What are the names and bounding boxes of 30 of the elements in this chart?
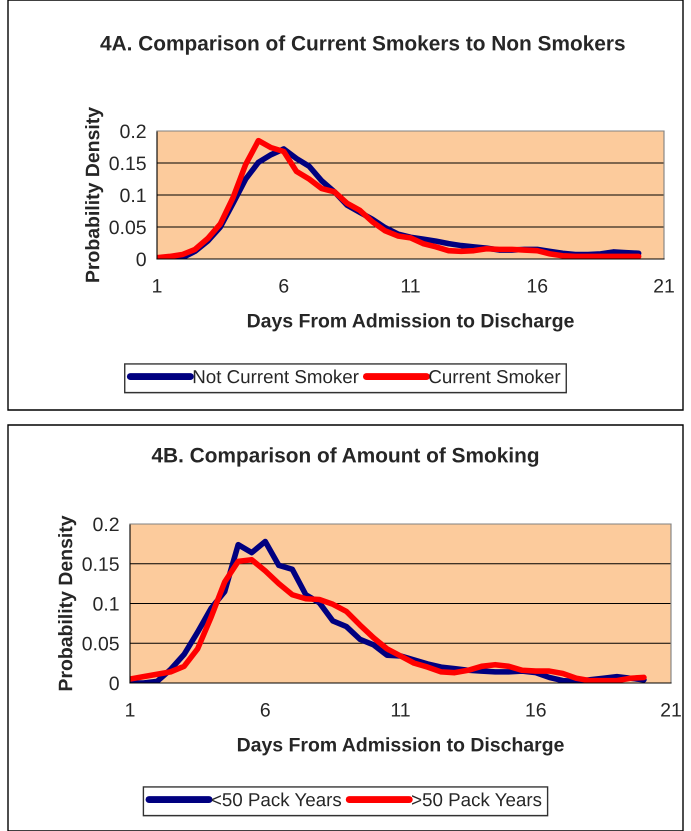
- legend-label: Current Smoker: [429, 370, 560, 384]
- x-tick-label: 11: [402, 279, 420, 293]
- x-tick-label: 21: [661, 702, 681, 717]
- x-tick-label: 11: [392, 703, 410, 717]
- x-tick-label: 16: [526, 702, 546, 717]
- y-tick-label: 0.15: [110, 156, 146, 170]
- legend-label: <50 Pack Years: [212, 792, 342, 806]
- y-tick-label: 0: [136, 252, 146, 266]
- legend-label: >50 Pack Years: [412, 792, 542, 806]
- chart-title: 4A. Comparison of Current Smokers to Non Smokers: [100, 35, 625, 55]
- y-tick-label: 0: [110, 676, 119, 690]
- y-axis-title: Probability Density: [85, 107, 104, 282]
- y-tick-label: 0.2: [120, 124, 146, 138]
- y-tick-label: 0.2: [93, 517, 119, 532]
- y-tick-label: 0.05: [82, 636, 119, 650]
- x-tick-label: 16: [528, 278, 548, 293]
- chart-title: 4B. Comparison of Amount of Smoking: [152, 447, 538, 467]
- x-tick-label: 6: [279, 278, 288, 293]
- x-axis-title: Days From Admission to Discharge: [248, 313, 574, 332]
- y-tick-label: 0.15: [82, 557, 119, 571]
- x-tick-label: 21: [654, 278, 674, 293]
- x-tick-label: 6: [260, 702, 270, 717]
- y-tick-label: 0.1: [120, 188, 146, 202]
- x-axis-title: Days From Admission to Discharge: [238, 737, 564, 756]
- y-axis-title: Probability Density: [58, 516, 76, 690]
- y-tick-label: 0.05: [110, 220, 146, 234]
- x-tick-label: 1: [153, 279, 162, 293]
- legend-label: Not Current Smoker: [194, 370, 359, 384]
- y-tick-label: 0.1: [93, 596, 119, 611]
- x-tick-label: 1: [126, 703, 134, 717]
